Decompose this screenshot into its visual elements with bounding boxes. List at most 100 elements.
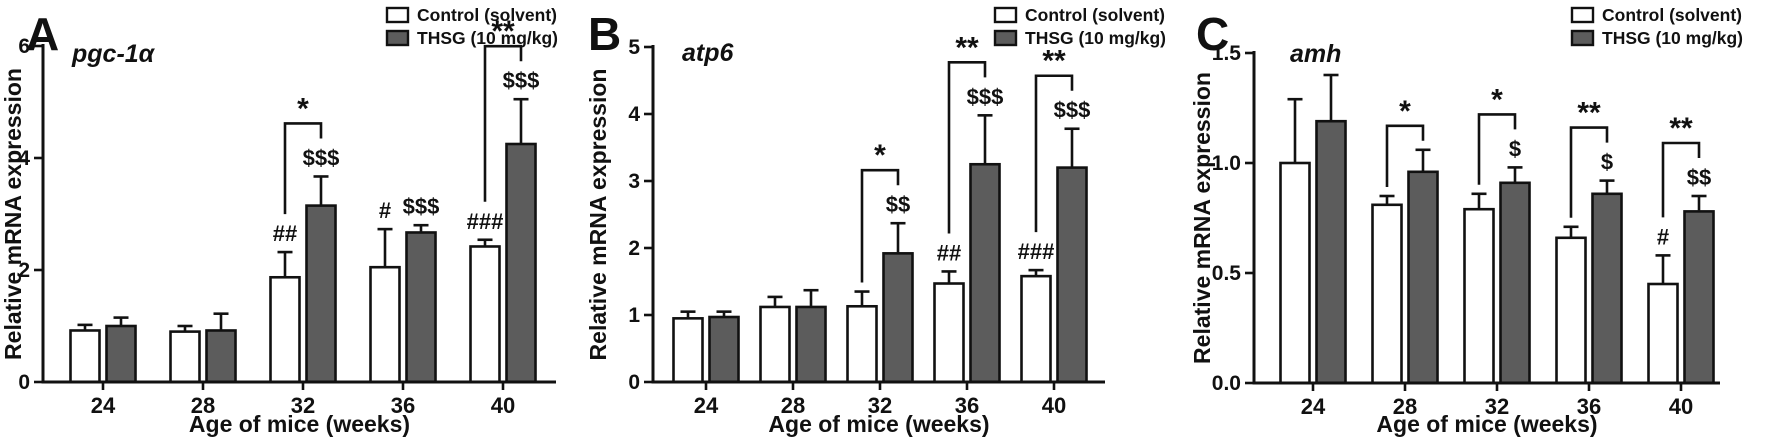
- x-tick-label: 24: [1301, 394, 1326, 419]
- bar: [1591, 192, 1623, 385]
- bar: [1371, 203, 1403, 385]
- y-tick-label: 4: [18, 147, 30, 170]
- bar: [469, 245, 501, 384]
- significance-bracket: [1477, 113, 1517, 185]
- significance-bracket: [1034, 74, 1074, 233]
- bar-group-24-control: [672, 310, 704, 384]
- bar: [795, 305, 827, 384]
- bar-group-32-control: ##: [269, 221, 301, 384]
- legend: Control (solvent) THSG (10 mg/kg): [1570, 5, 1743, 48]
- significance-annotation: $$$: [1054, 98, 1091, 123]
- x-tick-label: 36: [1577, 394, 1601, 419]
- significance-bracket: [1569, 126, 1609, 218]
- gene-title: amh: [1290, 40, 1341, 68]
- x-axis-title: Age of mice (weeks): [189, 411, 410, 437]
- y-tick-label: 1.0: [1212, 152, 1241, 175]
- bar: [1647, 282, 1679, 385]
- significance-annotation: $: [1509, 136, 1521, 161]
- bar: [933, 282, 965, 384]
- significance-bracket: [860, 168, 900, 283]
- bracket-label: *: [1491, 83, 1503, 116]
- y-tick-label: 0.0: [1212, 372, 1241, 395]
- bracket-label: **: [955, 31, 979, 64]
- significance-annotation: ###: [1018, 239, 1055, 264]
- gene-title: atp6: [682, 39, 735, 67]
- y-tick-label: 2: [18, 259, 30, 282]
- bracket-label: *: [297, 92, 309, 125]
- bar-group-40-thsg: $$: [1683, 165, 1715, 385]
- bar-group-28-thsg: [205, 312, 237, 384]
- legend-swatch: [1570, 29, 1595, 47]
- significance-annotation: ##: [937, 240, 961, 265]
- significance-bracket: [283, 122, 323, 215]
- y-tick-label: 4: [628, 103, 640, 126]
- y-tick-label: 6: [18, 35, 30, 58]
- bracket-label: **: [1577, 97, 1601, 130]
- bar: [846, 304, 878, 384]
- x-tick-label: 36: [391, 393, 415, 418]
- legend-label: THSG (10 mg/kg): [1602, 28, 1743, 48]
- panel-letter: B: [588, 8, 621, 60]
- significance-annotation: ##: [273, 221, 297, 246]
- significance-annotation: $: [1601, 150, 1613, 175]
- bar: [1555, 236, 1587, 385]
- significance-annotation: $$$: [503, 68, 540, 93]
- x-tick-label: 40: [491, 393, 515, 418]
- y-tick-label: 0: [628, 371, 640, 394]
- x-tick-label: 32: [291, 393, 315, 418]
- x-tick-label: 28: [781, 393, 805, 418]
- significance-annotation: $$$: [967, 84, 1004, 109]
- legend-swatch: [385, 29, 410, 47]
- legend-label: Control (solvent): [1025, 5, 1165, 25]
- bar-group-28-thsg: [1407, 148, 1439, 385]
- bar: [1463, 207, 1495, 385]
- x-tick-label: 32: [868, 393, 892, 418]
- bar-group-36-thsg: $: [1591, 150, 1623, 385]
- y-tick-label: 1: [628, 304, 640, 327]
- bar: [169, 330, 201, 384]
- legend: Control (solvent) THSG (10 mg/kg): [993, 5, 1166, 48]
- x-tick-label: 40: [1669, 394, 1693, 419]
- legend: Control (solvent) THSG (10 mg/kg): [385, 5, 558, 48]
- bar-group-32-control: [846, 290, 878, 384]
- significance-bracket: [1385, 124, 1425, 187]
- bar: [105, 324, 137, 384]
- bar-group-32-control: [1463, 192, 1495, 385]
- bar-group-32-thsg: $: [1499, 136, 1531, 385]
- bar: [1683, 210, 1715, 385]
- bar-group-36-control: #: [369, 198, 401, 384]
- x-axis-title: Age of mice (weeks): [768, 411, 989, 437]
- bar-group-40-thsg: $$$: [1054, 98, 1091, 384]
- y-tick-label: 1.5: [1212, 42, 1242, 65]
- legend-swatch: [993, 6, 1018, 24]
- legend-swatch: [385, 6, 410, 24]
- bar: [1056, 166, 1088, 384]
- bar-group-32-thsg: $$$: [303, 145, 339, 384]
- y-axis-title: Relative mRNA expression: [585, 69, 611, 361]
- x-tick-label: 32: [1485, 394, 1509, 419]
- y-tick-label: 0: [18, 371, 30, 394]
- bar-group-24-thsg: [105, 316, 137, 384]
- panel-letter: C: [1196, 8, 1229, 60]
- bracket-label: **: [491, 15, 515, 48]
- bar-group-36-thsg: $$$: [967, 84, 1004, 384]
- bar-group-24-control: [69, 323, 101, 384]
- bar: [759, 305, 791, 384]
- bar-group-28-thsg: [795, 288, 827, 384]
- bar-group-32-thsg: $$: [882, 192, 914, 384]
- bar-group-40-control: #: [1647, 224, 1679, 385]
- legend-swatch: [1570, 6, 1595, 24]
- bar-group-40-thsg: $$$: [503, 68, 540, 384]
- bracket-label: *: [874, 139, 886, 172]
- y-tick-label: 2: [628, 237, 640, 260]
- bar-group-24-thsg: [708, 310, 740, 384]
- bar: [405, 231, 437, 384]
- bracket-label: *: [1399, 95, 1411, 128]
- significance-bracket: [1661, 141, 1701, 218]
- bracket-label: **: [1042, 45, 1066, 78]
- bar-group-36-thsg: $$$: [403, 194, 439, 384]
- bar-group-24-control: [1279, 97, 1311, 385]
- significance-annotation: #: [379, 198, 391, 223]
